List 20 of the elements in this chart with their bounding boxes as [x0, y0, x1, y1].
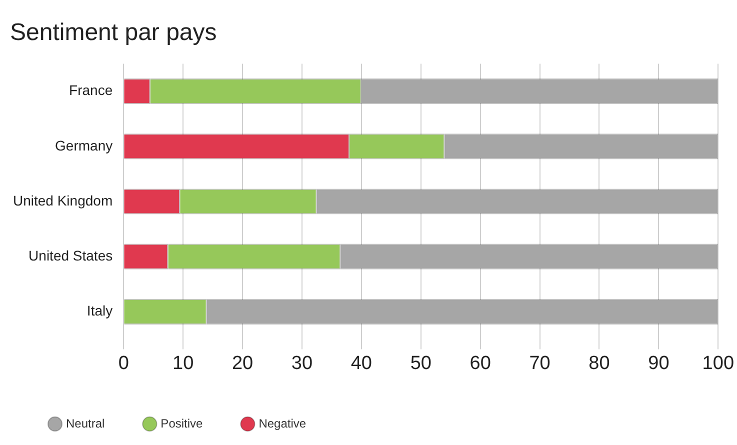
x-tick-label: 50	[410, 352, 432, 374]
y-tick-label: France	[69, 82, 113, 98]
x-tick-label: 100	[702, 352, 734, 374]
x-tick-label: 60	[470, 352, 491, 374]
y-tick-label: United States	[28, 247, 113, 264]
legend-label: Neutral	[66, 416, 105, 430]
x-tick-label: 80	[588, 352, 610, 374]
x-tick-label: 20	[232, 352, 254, 374]
y-tick-label: United Kingdom	[12, 192, 113, 208]
x-tick-label: 0	[118, 352, 129, 374]
x-tick-label: 30	[291, 352, 313, 374]
x-tick-label: 40	[350, 352, 372, 374]
x-tick-label: 70	[529, 352, 550, 374]
chart-title: Sentiment par pays	[10, 19, 217, 46]
y-tick-label: Italy	[86, 302, 113, 319]
legend-label: Positive	[160, 416, 204, 430]
x-tick-label: 90	[648, 352, 670, 374]
y-tick-label: Germany	[55, 137, 113, 154]
x-tick-label: 10	[172, 352, 194, 374]
legend-label: Negative	[258, 416, 306, 430]
